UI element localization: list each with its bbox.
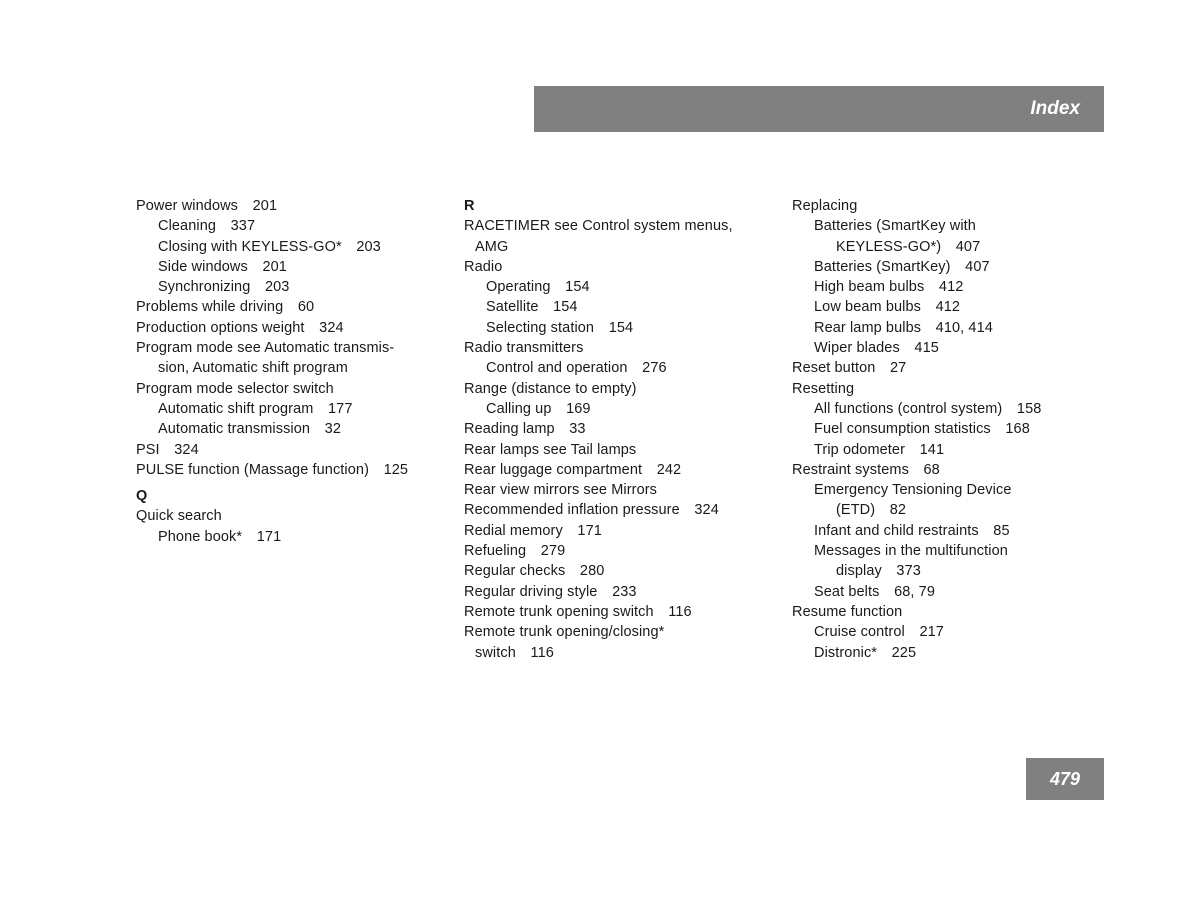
index-entry: Batteries (SmartKey) 407 bbox=[792, 257, 1096, 277]
index-entry: Quick search bbox=[136, 506, 440, 526]
index-entry: Side windows 201 bbox=[136, 257, 440, 277]
index-entry: Reading lamp 33 bbox=[464, 419, 768, 439]
index-entry: Remote trunk opening switch 116 bbox=[464, 602, 768, 622]
index-entry: Emergency Tensioning Device bbox=[792, 480, 1096, 500]
index-section-letter: R bbox=[464, 196, 768, 216]
index-entry: Resume function bbox=[792, 602, 1096, 622]
index-entry: Fuel consumption statistics 168 bbox=[792, 419, 1096, 439]
index-entry: Problems while driving 60 bbox=[136, 297, 440, 317]
page-number-box: 479 bbox=[1026, 758, 1104, 800]
index-section-letter: Q bbox=[136, 486, 440, 506]
page-number: 479 bbox=[1050, 769, 1080, 790]
index-entry: Rear view mirrors see Mirrors bbox=[464, 480, 768, 500]
index-entry: Trip odometer 141 bbox=[792, 440, 1096, 460]
index-entry: Regular checks 280 bbox=[464, 561, 768, 581]
index-columns: Power windows 201Cleaning 337Closing wit… bbox=[136, 196, 1096, 663]
index-entry: All functions (control system) 158 bbox=[792, 399, 1096, 419]
index-entry: Remote trunk opening/closing* bbox=[464, 622, 768, 642]
index-entry: Infant and child restraints 85 bbox=[792, 521, 1096, 541]
index-entry: sion, Automatic shift program bbox=[136, 358, 440, 378]
index-entry: Rear lamp bulbs 410, 414 bbox=[792, 318, 1096, 338]
index-entry: Selecting station 154 bbox=[464, 318, 768, 338]
index-entry: Phone book* 171 bbox=[136, 527, 440, 547]
index-entry: RACETIMER see Control system menus, bbox=[464, 216, 768, 236]
index-entry: Messages in the multifunction bbox=[792, 541, 1096, 561]
index-entry: Replacing bbox=[792, 196, 1096, 216]
index-entry: Low beam bulbs 412 bbox=[792, 297, 1096, 317]
index-entry: Radio transmitters bbox=[464, 338, 768, 358]
index-column-1: Power windows 201Cleaning 337Closing wit… bbox=[136, 196, 440, 663]
index-entry: Batteries (SmartKey with bbox=[792, 216, 1096, 236]
index-entry: Resetting bbox=[792, 379, 1096, 399]
index-entry: Radio bbox=[464, 257, 768, 277]
index-entry: KEYLESS-GO*) 407 bbox=[792, 237, 1096, 257]
index-column-2: RRACETIMER see Control system menus,AMGR… bbox=[464, 196, 768, 663]
index-entry: Automatic shift program 177 bbox=[136, 399, 440, 419]
index-entry: Automatic transmission 32 bbox=[136, 419, 440, 439]
header-bar: Index bbox=[534, 86, 1104, 132]
index-entry: PULSE function (Massage function) 125 bbox=[136, 460, 440, 480]
index-entry: switch 116 bbox=[464, 643, 768, 663]
index-entry: Satellite 154 bbox=[464, 297, 768, 317]
index-entry: Cruise control 217 bbox=[792, 622, 1096, 642]
index-entry: Distronic* 225 bbox=[792, 643, 1096, 663]
index-entry: Reset button 27 bbox=[792, 358, 1096, 378]
index-entry: Refueling 279 bbox=[464, 541, 768, 561]
index-entry: Cleaning 337 bbox=[136, 216, 440, 236]
index-entry: Seat belts 68, 79 bbox=[792, 582, 1096, 602]
index-entry: Production options weight 324 bbox=[136, 318, 440, 338]
index-entry: Synchronizing 203 bbox=[136, 277, 440, 297]
index-column-3: ReplacingBatteries (SmartKey withKEYLESS… bbox=[792, 196, 1096, 663]
index-entry: Recommended inflation pressure 324 bbox=[464, 500, 768, 520]
index-entry: PSI 324 bbox=[136, 440, 440, 460]
index-entry: AMG bbox=[464, 237, 768, 257]
index-entry: Rear luggage compartment 242 bbox=[464, 460, 768, 480]
index-entry: Rear lamps see Tail lamps bbox=[464, 440, 768, 460]
index-entry: Restraint systems 68 bbox=[792, 460, 1096, 480]
index-entry: Redial memory 171 bbox=[464, 521, 768, 541]
page-title: Index bbox=[1030, 98, 1080, 120]
index-entry: Range (distance to empty) bbox=[464, 379, 768, 399]
index-entry: Program mode selector switch bbox=[136, 379, 440, 399]
index-entry: Closing with KEYLESS-GO* 203 bbox=[136, 237, 440, 257]
index-entry: Control and operation 276 bbox=[464, 358, 768, 378]
index-entry: Operating 154 bbox=[464, 277, 768, 297]
index-entry: display 373 bbox=[792, 561, 1096, 581]
index-entry: Power windows 201 bbox=[136, 196, 440, 216]
index-entry: High beam bulbs 412 bbox=[792, 277, 1096, 297]
index-entry: Calling up 169 bbox=[464, 399, 768, 419]
index-entry: Wiper blades 415 bbox=[792, 338, 1096, 358]
index-entry: Program mode see Automatic transmis- bbox=[136, 338, 440, 358]
index-entry: Regular driving style 233 bbox=[464, 582, 768, 602]
index-entry: (ETD) 82 bbox=[792, 500, 1096, 520]
